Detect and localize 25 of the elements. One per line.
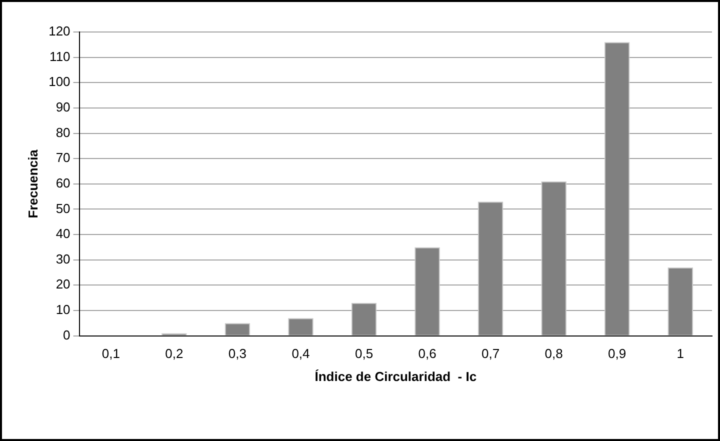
y-tick-label: 60 bbox=[56, 175, 70, 190]
x-tick-label: 0,6 bbox=[418, 346, 436, 362]
x-tick-label: 0,7 bbox=[482, 346, 500, 362]
y-tick-label: 40 bbox=[56, 226, 70, 242]
y-tick-label: 80 bbox=[56, 124, 70, 140]
y-tick-label: 30 bbox=[56, 251, 70, 266]
y-tick-label: 100 bbox=[48, 74, 70, 90]
y-tick-label: 50 bbox=[56, 200, 70, 216]
y-tick-label: 0 bbox=[63, 327, 70, 342]
y-axis-title: Frecuencia bbox=[25, 148, 40, 218]
x-tick-label: 0,5 bbox=[354, 346, 374, 362]
x-tick-label: 0,3 bbox=[228, 346, 247, 362]
x-tick-label: 0,8 bbox=[544, 346, 563, 362]
y-tick-label: 70 bbox=[56, 150, 70, 166]
y-tick-label: 90 bbox=[56, 100, 70, 115]
x-tick-label: 0,2 bbox=[165, 346, 184, 362]
y-tick-label: 120 bbox=[48, 24, 70, 39]
x-tick-label: 1 bbox=[676, 346, 684, 362]
y-tick-label: 10 bbox=[56, 302, 70, 318]
x-axis-title: Índice de Circularidad - Ic bbox=[314, 368, 477, 384]
x-tick-label: 0,1 bbox=[102, 346, 120, 362]
y-tick-label: 20 bbox=[56, 276, 70, 292]
x-tick-label: 0,9 bbox=[608, 346, 626, 362]
x-tick-label: 0,4 bbox=[292, 346, 310, 362]
y-tick-label: 110 bbox=[50, 48, 70, 64]
